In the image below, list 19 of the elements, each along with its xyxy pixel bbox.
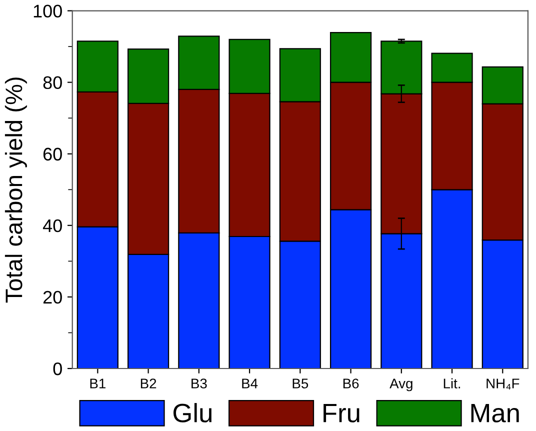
y-tick-label: 60: [43, 148, 62, 161]
y-tick-label: 20: [43, 290, 62, 304]
legend-label: Man: [471, 404, 519, 422]
x-tick-label: B2: [140, 378, 156, 388]
legend-label: Fru: [324, 404, 360, 422]
x-tick-label: B4: [242, 378, 258, 388]
x-tick-label: NH₄F: [486, 378, 520, 390]
y-axis-title: Total carbon yield (%): [4, 78, 27, 303]
y-tick-label: 40: [42, 219, 62, 232]
x-tick-label: B1: [90, 378, 106, 388]
legend-label: Glu: [173, 403, 212, 422]
y-tick-label: 100: [34, 4, 62, 18]
x-tick-label: B3: [192, 378, 207, 388]
x-tick-label: B5: [292, 378, 308, 388]
y-tick-label: 0: [53, 362, 62, 376]
x-tick-label: Avg: [390, 378, 412, 392]
x-tick-label: B6: [343, 378, 359, 388]
x-tick-label: Lit.: [444, 378, 460, 388]
y-tick-label: 80: [43, 76, 62, 90]
